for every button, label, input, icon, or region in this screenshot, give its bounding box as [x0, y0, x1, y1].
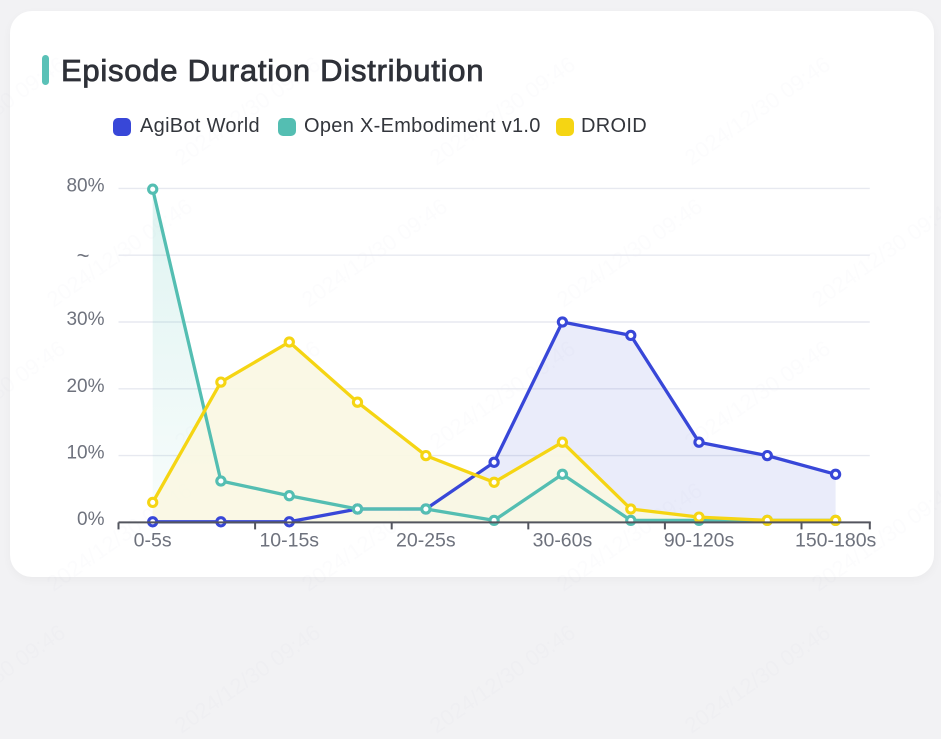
svg-text:20-25s: 20-25s	[396, 530, 456, 552]
svg-text:~: ~	[77, 243, 90, 268]
svg-text:30-60s: 30-60s	[533, 530, 593, 552]
svg-text:30%: 30%	[66, 309, 104, 330]
svg-text:10%: 10%	[66, 443, 104, 464]
svg-text:90-120s: 90-120s	[664, 530, 735, 552]
svg-text:0%: 0%	[77, 509, 105, 530]
svg-text:10-15s: 10-15s	[259, 530, 319, 552]
svg-text:80%: 80%	[66, 175, 104, 196]
svg-text:150-180s: 150-180s	[795, 530, 877, 552]
svg-text:20%: 20%	[66, 376, 104, 397]
svg-text:0-5s: 0-5s	[134, 530, 172, 552]
